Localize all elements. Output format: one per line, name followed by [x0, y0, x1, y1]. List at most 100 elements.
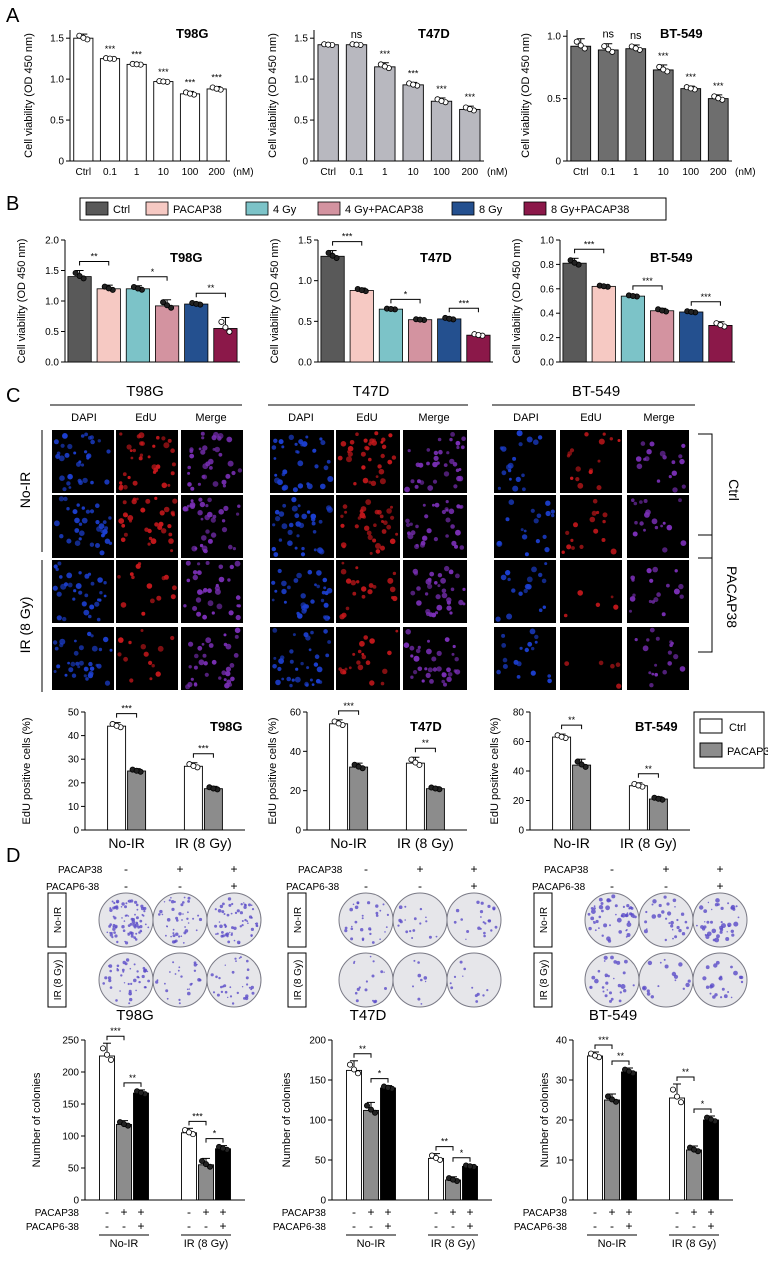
colony — [108, 979, 112, 983]
d-sign-top: - — [610, 862, 614, 876]
nucleus — [445, 508, 449, 512]
colony — [231, 926, 234, 930]
nucleus — [310, 630, 314, 635]
colony — [409, 930, 412, 933]
colony — [621, 913, 626, 918]
d-sign-bottom: + — [716, 879, 723, 893]
colony — [120, 906, 123, 908]
colony — [178, 998, 181, 1002]
colony — [175, 916, 179, 920]
colony — [187, 922, 190, 924]
d-row-label-box — [287, 892, 307, 948]
colony — [122, 970, 125, 973]
colony — [216, 993, 220, 997]
x-sign-bottom: + — [137, 1219, 144, 1233]
data-point — [674, 1093, 681, 1100]
nucleus — [235, 614, 241, 621]
nucleus — [76, 503, 80, 507]
colony — [595, 919, 599, 924]
nucleus — [433, 455, 439, 461]
y-tick-label: 60 — [513, 737, 525, 748]
data-point — [354, 1070, 361, 1077]
bar — [650, 310, 675, 363]
significance-label: *** — [701, 292, 712, 302]
nucleus — [356, 660, 361, 665]
colony — [605, 975, 607, 978]
nucleus — [170, 448, 175, 454]
nucleus — [313, 548, 317, 552]
x-tick-label: 200 — [461, 167, 478, 178]
colony — [463, 967, 467, 971]
colony — [450, 986, 454, 990]
data-point — [105, 285, 112, 292]
colony — [482, 994, 485, 997]
bar — [591, 285, 616, 363]
colony — [594, 978, 599, 984]
nucleus — [455, 573, 460, 579]
colony — [109, 908, 113, 912]
nucleus — [571, 546, 575, 550]
y-tick-label: 50 — [315, 1156, 327, 1167]
c-col-dapi-3: DAPI — [513, 412, 539, 424]
colony — [224, 926, 227, 928]
colony — [128, 1002, 131, 1005]
nucleus — [172, 585, 177, 591]
colony — [350, 927, 354, 931]
colony — [135, 923, 139, 927]
bar — [181, 1132, 197, 1201]
y-tick-label: 0 — [320, 1196, 326, 1207]
nucleus — [348, 666, 352, 670]
nucleus — [53, 670, 57, 673]
nucleus — [346, 456, 352, 463]
data-point — [190, 762, 197, 769]
nucleus — [98, 647, 103, 652]
nucleus — [104, 526, 109, 531]
colony — [412, 929, 416, 932]
nucleus — [667, 661, 672, 666]
nucleus — [119, 432, 123, 436]
colony — [147, 926, 150, 929]
data-point — [605, 1093, 612, 1100]
nucleus — [74, 540, 81, 546]
micrograph — [181, 560, 243, 623]
nucleus — [300, 661, 304, 666]
colony — [189, 983, 193, 986]
data-point — [581, 45, 588, 52]
nucleus — [654, 672, 658, 677]
nucleus — [391, 455, 397, 460]
micrograph — [403, 430, 467, 493]
x-tick-label: IR (8 Gy) — [397, 835, 454, 851]
nucleus — [339, 614, 345, 620]
colony — [600, 902, 604, 905]
colony — [616, 917, 622, 923]
y-tick-label: 1.0 — [298, 276, 312, 287]
nucleus — [217, 436, 222, 441]
nucleus — [316, 666, 323, 673]
colony — [231, 902, 234, 906]
nucleus — [355, 566, 359, 570]
nucleus — [449, 611, 453, 615]
nucleus — [228, 544, 233, 550]
data-point — [412, 759, 419, 766]
nucleus — [326, 459, 331, 464]
data-point — [193, 300, 200, 307]
nucleus — [132, 480, 138, 486]
nucleus — [292, 633, 296, 637]
nucleus — [307, 569, 313, 575]
nucleus — [602, 512, 608, 518]
nucleus — [502, 657, 508, 663]
nucleus — [75, 661, 80, 666]
nucleus — [168, 538, 174, 544]
colony — [121, 925, 125, 929]
data-point — [410, 81, 417, 88]
colony — [229, 931, 231, 934]
colony — [417, 961, 420, 964]
nucleus — [431, 656, 437, 662]
nucleus — [601, 538, 606, 542]
nucleus — [369, 638, 375, 644]
colony — [210, 973, 214, 977]
nucleus — [596, 485, 602, 491]
nucleus — [496, 669, 501, 675]
nucleus — [523, 529, 527, 533]
nucleus — [232, 547, 236, 551]
